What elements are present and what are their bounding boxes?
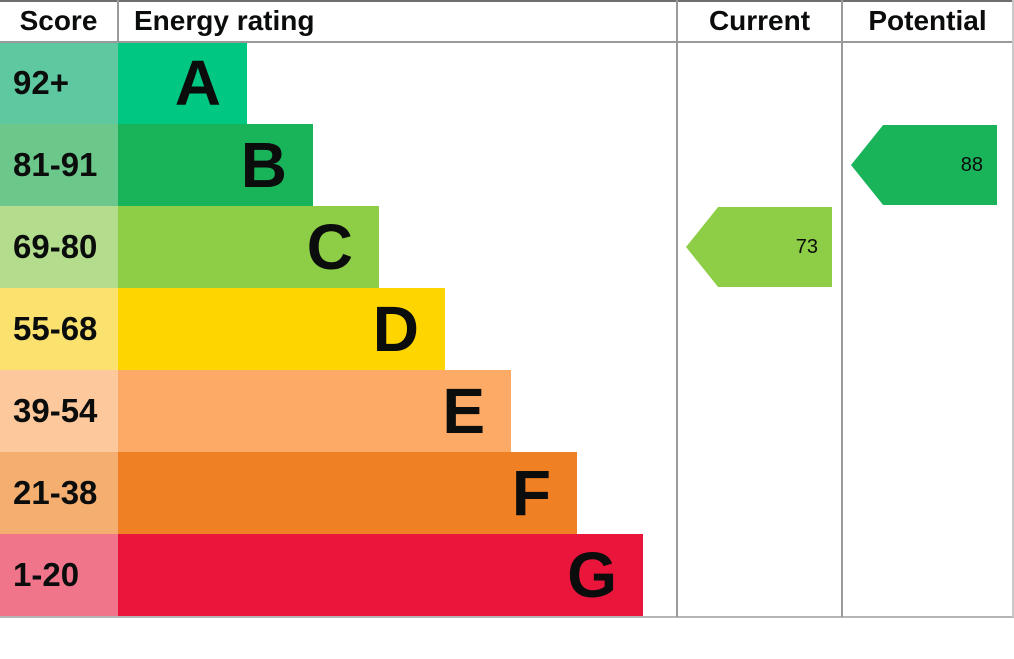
band-row-f: 21-38 F <box>0 452 1014 534</box>
potential-arrow: 88 <box>851 125 997 205</box>
header-score: Score <box>0 0 117 41</box>
band-row-e: 39-54 E <box>0 370 1014 452</box>
band-row-c: 69-80 C <box>0 206 1014 288</box>
score-label-f: 21-38 <box>13 474 98 511</box>
band-letter-a: A <box>174 47 221 119</box>
band-row-d: 55-68 D <box>0 288 1014 370</box>
current-value: 73 <box>795 236 818 258</box>
score-label-d: 55-68 <box>13 310 98 347</box>
band-letter-f: F <box>511 457 551 529</box>
band-letter-d: D <box>372 293 419 365</box>
grid-line-score-divider <box>117 0 119 42</box>
potential-value: 88 <box>960 154 983 176</box>
score-cell-c: 69-80 <box>0 206 118 288</box>
score-cell-b: 81-91 <box>0 124 118 206</box>
header-energy-rating: Energy rating <box>118 0 676 41</box>
header-current: Current <box>678 0 841 41</box>
grid-line-top <box>0 0 1014 2</box>
grid-line-current-divider <box>676 0 678 617</box>
band-bar-g: G <box>118 534 643 616</box>
header-energy-rating-label: Energy rating <box>134 4 315 36</box>
score-cell-e: 39-54 <box>0 370 118 452</box>
score-cell-a: 92+ <box>0 42 118 124</box>
score-label-g: 1-20 <box>13 556 80 593</box>
band-letter-c: C <box>306 211 353 283</box>
band-bar-f: F <box>118 452 577 534</box>
band-bar-d: D <box>118 288 445 370</box>
grid-line-potential-divider <box>841 0 843 617</box>
band-row-a: 92+ A <box>0 42 1014 124</box>
score-label-b: 81-91 <box>13 146 98 183</box>
grid-line-right-edge <box>1012 0 1014 617</box>
score-label-c: 69-80 <box>13 228 98 265</box>
score-cell-g: 1-20 <box>0 534 118 616</box>
band-row-g: 1-20 G <box>0 534 1014 616</box>
band-bar-c: C <box>118 206 379 288</box>
header-score-label: Score <box>19 4 98 36</box>
band-bar-b: B <box>118 124 313 206</box>
grid-line-header-bottom <box>0 41 1014 43</box>
band-bar-a: A <box>118 42 247 124</box>
header-potential: Potential <box>843 0 1012 41</box>
band-bar-e: E <box>118 370 511 452</box>
band-letter-e: E <box>442 375 485 447</box>
current-arrow: 73 <box>686 207 832 287</box>
grid-line-bottom <box>0 616 1014 618</box>
band-letter-g: G <box>567 539 617 611</box>
header-current-label: Current <box>708 4 811 36</box>
header-potential-label: Potential <box>868 4 987 36</box>
score-cell-d: 55-68 <box>0 288 118 370</box>
band-letter-b: B <box>240 129 287 201</box>
score-cell-f: 21-38 <box>0 452 118 534</box>
score-label-a: 92+ <box>13 64 69 101</box>
band-row-b: 81-91 B <box>0 124 1014 206</box>
score-label-e: 39-54 <box>13 392 98 429</box>
